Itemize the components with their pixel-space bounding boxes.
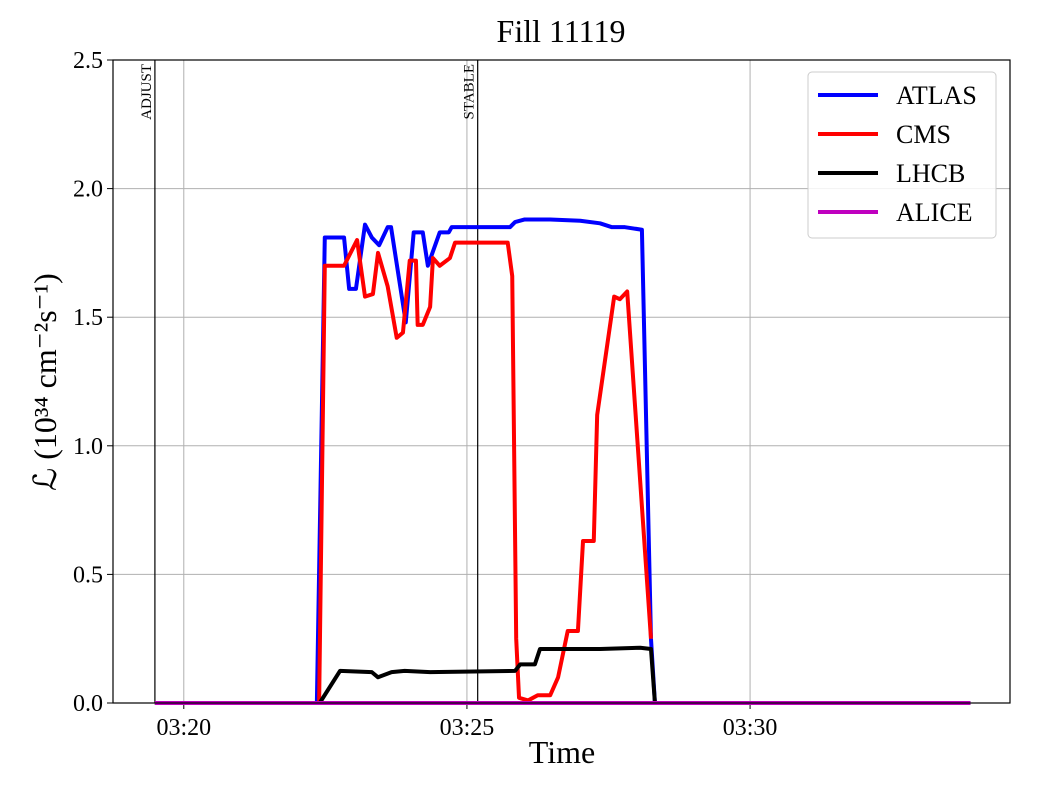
series-line bbox=[154, 217, 971, 705]
y-axis-label: ℒ (10³⁴ cm⁻²s⁻¹) bbox=[27, 273, 63, 491]
annotation-label: ADJUST bbox=[139, 64, 155, 120]
legend-label: CMS bbox=[896, 120, 951, 149]
y-tick-label: 0.5 bbox=[73, 562, 103, 588]
x-tick-label: 03:20 bbox=[156, 715, 211, 741]
chart-title: Fill 11119 bbox=[497, 13, 626, 49]
y-tick-label: 0.0 bbox=[73, 691, 103, 717]
y-tick-label: 2.5 bbox=[73, 48, 103, 74]
legend-label: ALICE bbox=[896, 198, 973, 227]
legend-box bbox=[807, 71, 997, 239]
legend-label: ATLAS bbox=[896, 81, 977, 110]
series-line bbox=[154, 645, 971, 705]
annotation-label: STABLE bbox=[462, 64, 478, 119]
x-tick-label: 03:30 bbox=[723, 715, 778, 741]
legend-label: LHCB bbox=[896, 159, 965, 188]
series-line bbox=[154, 238, 653, 705]
y-tick-label: 1.0 bbox=[73, 434, 103, 460]
y-tick-label: 2.0 bbox=[73, 177, 103, 203]
plot-frame bbox=[112, 59, 1011, 704]
x-axis-label: Time bbox=[529, 734, 595, 770]
x-tick-label: 03:25 bbox=[440, 715, 495, 741]
y-tick-label: 1.5 bbox=[73, 305, 103, 331]
